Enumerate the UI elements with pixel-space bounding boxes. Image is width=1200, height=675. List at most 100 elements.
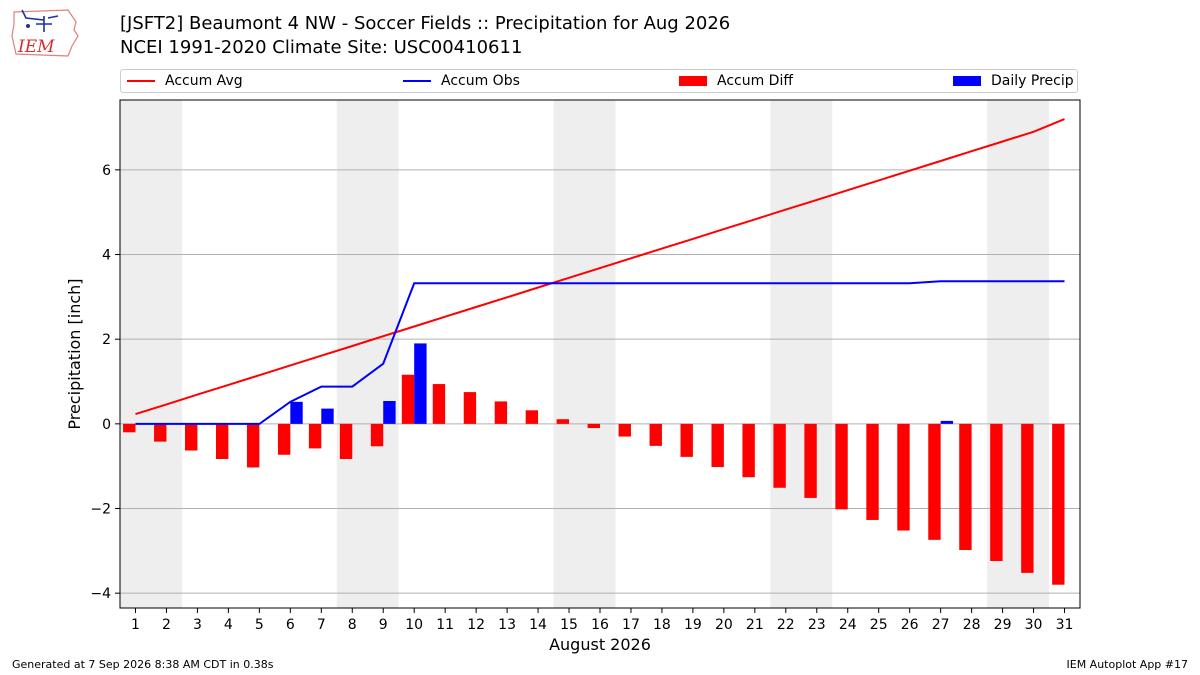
accum-diff-bar-day-14 — [525, 410, 539, 424]
y-tick-label: −2 — [90, 502, 111, 518]
x-tick-label-day-24: 24 — [839, 617, 857, 633]
accum-diff-bar-day-6 — [277, 423, 291, 455]
legend-swatch-accum-avg — [127, 80, 155, 82]
x-tick-label-day-2: 2 — [162, 617, 171, 633]
x-tick-label-day-9: 9 — [379, 617, 388, 633]
accum-diff-bar-day-17 — [618, 423, 631, 437]
y-tick-label: 4 — [102, 248, 111, 264]
accum-diff-bar-day-9 — [370, 423, 384, 447]
x-axis-label: August 2026 — [549, 635, 651, 654]
x-tick-label-day-6: 6 — [286, 617, 295, 633]
weekend-shading-1 — [120, 100, 182, 608]
legend-item-accum-diff: Accum Diff — [679, 70, 793, 92]
iowa-state-outline — [11, 9, 79, 57]
accum-diff-bar-day-16 — [587, 423, 600, 429]
x-tick-label-day-16: 16 — [591, 617, 609, 633]
daily-precip-bar-day-27 — [940, 420, 954, 424]
x-tick-label-day-22: 22 — [777, 617, 795, 633]
x-tick-label-day-13: 13 — [498, 617, 516, 633]
accum-diff-bar-day-31 — [1052, 423, 1065, 585]
x-tick-label-day-21: 21 — [746, 617, 764, 633]
accum-diff-bar-day-19 — [680, 423, 693, 457]
y-axis-label: Precipitation [inch] — [65, 278, 84, 429]
legend-item-accum-obs: Accum Obs — [403, 70, 520, 92]
x-tick-label-day-17: 17 — [622, 617, 640, 633]
legend-label-accum-diff: Accum Diff — [717, 73, 794, 89]
x-tick-label-day-27: 27 — [932, 617, 950, 633]
x-tick-label-day-23: 23 — [808, 617, 826, 633]
y-tick-label: 2 — [102, 332, 111, 348]
x-tick-label-day-25: 25 — [870, 617, 888, 633]
footer-generated-text: Generated at 7 Sep 2026 8:38 AM CDT in 0… — [12, 658, 274, 671]
accum-diff-bar-day-18 — [649, 423, 662, 446]
accum-diff-bar-day-26 — [897, 423, 910, 531]
accum-avg-line — [135, 118, 1065, 416]
accum-diff-bar-day-1 — [123, 423, 136, 433]
x-tick-label-day-20: 20 — [715, 617, 733, 633]
y-tick-label: 0 — [102, 417, 111, 433]
weekend-shading-2 — [336, 100, 399, 608]
iem-logo: IEM — [11, 9, 79, 57]
legend-label-accum-avg: Accum Avg — [165, 73, 243, 89]
y-tick-label: −4 — [90, 586, 111, 602]
x-tick-label-day-3: 3 — [193, 617, 202, 633]
x-tick-label-day-7: 7 — [317, 617, 326, 633]
footer-app-label: IEM Autoplot App #17 — [1066, 658, 1189, 671]
accum-diff-bar-day-7 — [308, 423, 322, 449]
x-tick-label-day-29: 29 — [994, 617, 1012, 633]
legend: Accum Avg Accum Obs Accum Diff Daily Pre… — [120, 69, 1078, 93]
x-tick-label-day-30: 30 — [1025, 617, 1043, 633]
accum-diff-bar-day-4 — [216, 423, 229, 459]
weather-station-icon — [21, 9, 59, 32]
y-tick-label: 6 — [102, 163, 111, 179]
x-tick-label-day-15: 15 — [560, 617, 578, 633]
x-tick-label-day-31: 31 — [1056, 617, 1074, 633]
accum-diff-bar-day-10 — [401, 374, 415, 424]
x-tick-label-day-11: 11 — [436, 617, 454, 633]
x-tick-label-day-4: 4 — [224, 617, 233, 633]
legend-item-accum-avg: Accum Avg — [127, 70, 243, 92]
accum-diff-bar-day-29 — [990, 423, 1003, 562]
legend-label-accum-obs: Accum Obs — [441, 73, 520, 89]
daily-precip-bar-day-10 — [414, 343, 427, 424]
chart-title: [JSFT2] Beaumont 4 NW - Soccer Fields ::… — [120, 13, 731, 34]
x-tick-label-day-1: 1 — [131, 617, 140, 633]
accum-diff-bar-day-25 — [866, 423, 879, 520]
legend-label-daily-precip: Daily Precip — [991, 73, 1074, 89]
x-tick-label-day-19: 19 — [684, 617, 702, 633]
accum-diff-bar-day-21 — [742, 423, 755, 478]
accum-diff-bar-day-11 — [432, 384, 446, 424]
accum-diff-bar-day-22 — [773, 423, 786, 488]
legend-swatch-accum-diff — [679, 76, 707, 86]
accum-diff-bar-day-13 — [494, 401, 508, 424]
daily-precip-bar-day-6 — [290, 401, 303, 424]
weekend-shading-3 — [553, 100, 616, 608]
daily-precip-bar-day-7 — [321, 408, 334, 424]
chart-subtitle: NCEI 1991-2020 Climate Site: USC00410611 — [120, 37, 523, 58]
accum-diff-bar-day-27 — [928, 423, 941, 540]
x-tick-label-day-12: 12 — [467, 617, 485, 633]
accum-diff-bar-day-5 — [246, 423, 260, 468]
x-tick-label-day-10: 10 — [405, 617, 423, 633]
x-tick-label-day-18: 18 — [653, 617, 671, 633]
accum-diff-bar-day-15 — [556, 419, 570, 424]
accum-obs-line — [135, 280, 1065, 425]
accum-diff-bar-day-23 — [804, 423, 817, 498]
accum-diff-bar-day-20 — [711, 423, 724, 468]
x-tick-label-day-8: 8 — [348, 617, 357, 633]
x-tick-label-day-5: 5 — [255, 617, 264, 633]
weekend-shading-4 — [770, 100, 833, 608]
weather-station-dot — [26, 24, 30, 28]
x-tick-label-day-14: 14 — [529, 617, 547, 633]
accum-diff-bar-day-30 — [1021, 423, 1034, 573]
x-tick-label-day-28: 28 — [963, 617, 981, 633]
accum-diff-bar-day-24 — [835, 423, 848, 510]
legend-swatch-accum-obs — [403, 80, 431, 82]
accum-diff-bar-day-8 — [339, 423, 353, 459]
legend-swatch-daily-precip — [953, 76, 981, 86]
logo-text: IEM — [17, 37, 55, 57]
legend-item-daily-precip: Daily Precip — [953, 70, 1074, 92]
x-tick-label-day-26: 26 — [901, 617, 919, 633]
daily-precip-bar-day-9 — [383, 400, 396, 424]
